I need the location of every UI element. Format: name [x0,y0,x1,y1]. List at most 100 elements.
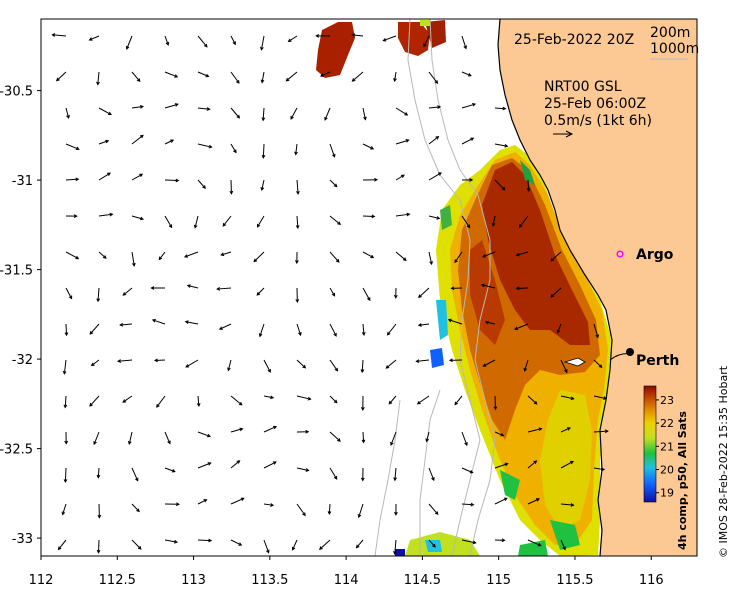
current-arrow [93,431,100,446]
current-arrow [556,323,562,334]
current-arrow [393,71,397,83]
y-tick-label: -32 [12,353,33,368]
current-arrow [285,71,298,82]
current-arrow [362,107,367,121]
current-arrow [290,107,298,120]
current-arrow [197,179,206,190]
current-arrow [263,503,275,507]
current-arrow [315,33,331,38]
current-arrow [197,71,210,78]
current-arrow [560,427,571,433]
current-arrow [256,287,265,296]
current-arrow [88,35,100,41]
x-tick-label: 115.5 [556,573,593,588]
current-arrow [395,212,411,217]
current-arrow [296,323,302,337]
current-arrow [428,105,442,109]
current-arrow [63,395,68,409]
current-arrow [197,462,212,469]
current-arrow [55,71,67,82]
current-arrow [484,320,496,325]
current-arrow [416,395,430,405]
current-arrow [263,425,278,433]
current-arrow [89,395,100,407]
current-arrow [196,395,201,408]
current-arrow [324,107,331,121]
colorbar-tick-label: 22 [660,417,674,430]
x-tick-label: 112 [29,573,54,588]
current-arrow [527,395,538,405]
current-arrow [64,323,69,337]
current-arrow [260,71,265,84]
current-arrow [494,179,506,191]
current-arrow [131,134,144,145]
current-arrow [131,467,139,482]
current-arrow [65,287,73,300]
current-arrow [395,107,409,116]
current-arrow [164,35,170,46]
current-arrow [164,215,173,229]
current-arrow [417,287,430,299]
current-arrow [461,137,475,145]
y-axis: -30.5 -31 -31.5 -32 -32.5 -33 [0,85,41,547]
current-arrow [319,71,331,77]
current-arrow [515,286,529,291]
y-tick-label: -32.5 [0,443,33,458]
current-arrow [64,431,69,445]
current-arrow [96,287,101,303]
current-arrow [131,503,140,513]
current-arrow [454,251,463,264]
current-arrow [362,251,375,259]
sst-field [316,20,612,556]
x-tick-label: 113 [181,573,206,588]
current-arrow [98,172,111,181]
current-arrow [395,251,407,261]
current-arrow [362,177,379,182]
current-arrow [150,286,166,290]
current-arrow [151,318,166,325]
current-arrow [296,395,312,401]
current-arrow [65,251,80,260]
current-arrow [494,538,506,543]
current-arrow [90,359,100,367]
current-arrow [96,539,101,554]
current-arrow [296,503,306,517]
current-arrow [220,251,232,257]
current-arrow [131,105,144,109]
x-tick-label: 113.5 [251,573,288,588]
current-arrow [493,395,498,411]
current-arrow [482,251,496,258]
current-scale-arrow [553,130,574,138]
current-arrow [98,251,107,259]
current-arrow [461,35,468,50]
current-arrow [125,35,133,50]
x-tick-label: 115 [486,573,511,588]
current-arrow [97,503,102,519]
current-arrow [461,102,477,109]
current-arrow [122,287,133,296]
current-arrow [329,143,336,158]
current-arrow [65,143,80,151]
current-arrow [98,107,112,116]
current-arrow [428,503,439,516]
current-arrow [260,179,265,192]
current-arrow [461,539,477,545]
current-arrow [295,287,300,304]
current-arrow [256,215,265,228]
current-arrow [527,427,543,433]
current-arrow [230,497,245,505]
current-arrow [560,460,574,469]
current-arrow [263,359,271,373]
colorbar-tick-label: 19 [660,487,674,500]
depth-contours [374,19,496,556]
current-arrow [230,395,243,406]
current-arrow [382,35,397,42]
current-arrow [527,460,538,469]
current-arrow [230,143,237,154]
current-arrow [261,143,266,159]
current-arrow [230,107,241,119]
current-arrow [362,143,375,150]
current-arrow [131,173,144,181]
current-arrow [550,287,562,298]
current-arrow [193,215,199,229]
